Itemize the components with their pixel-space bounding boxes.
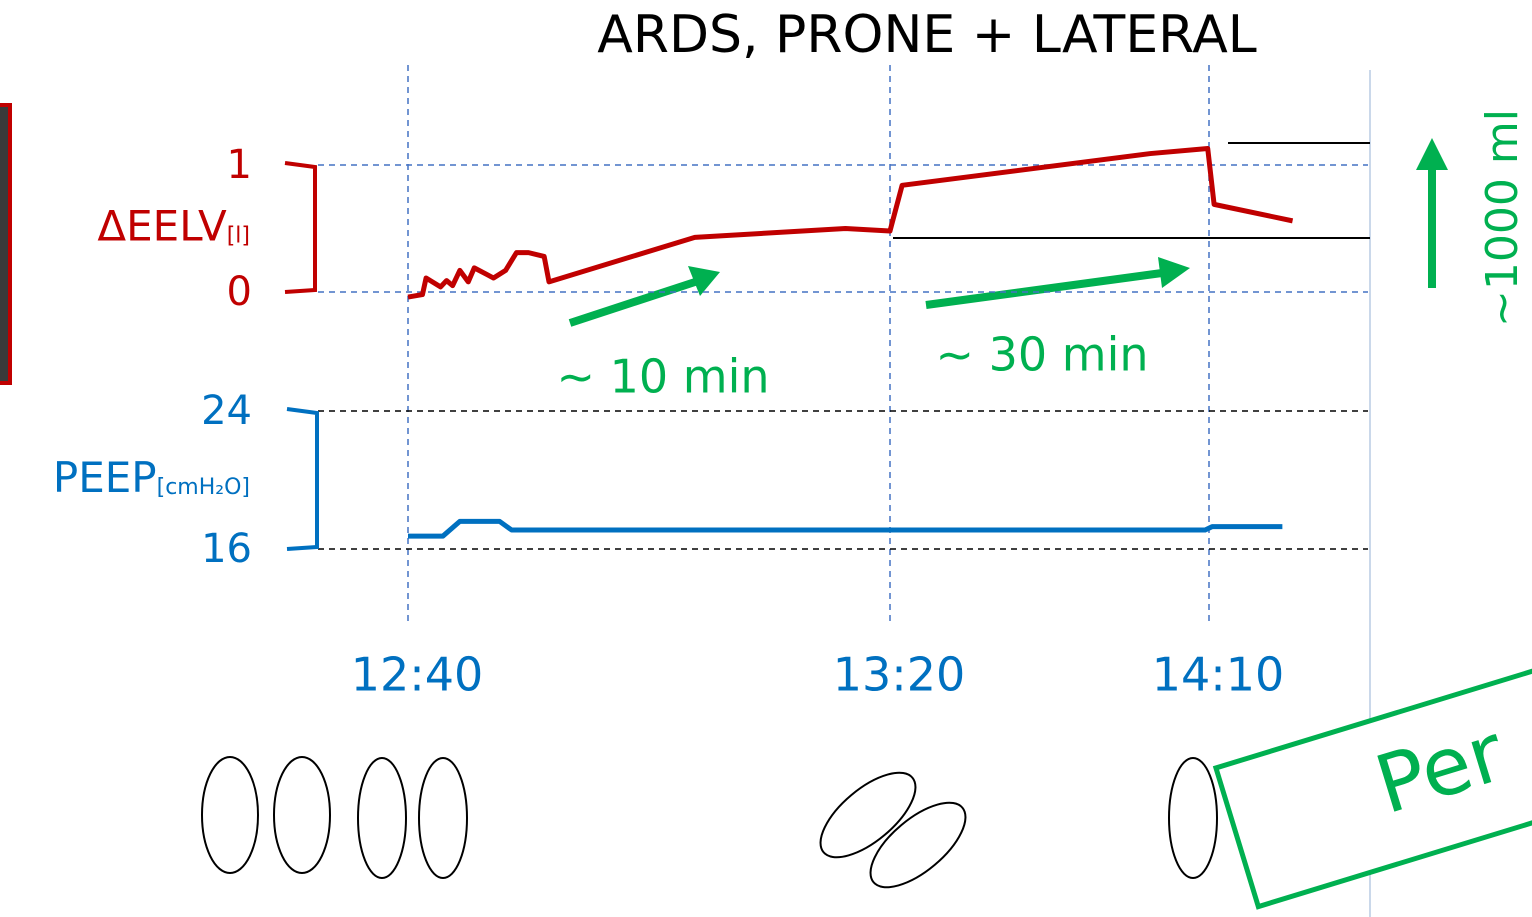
foot [358,758,406,878]
arrow [926,273,1162,305]
y-axis-label: ΔEELV[l] [97,201,250,250]
feet-icons [202,757,1217,902]
arrow-head [1416,138,1448,170]
y-tick-label: 24 [201,388,252,434]
bracket [287,409,317,549]
foot [807,758,929,872]
x-tick-label: 14:10 [1152,648,1285,702]
chart: ARDS, PRONE + LATERAL 12:4013:2014:1001Δ… [0,0,1532,917]
bracket [285,163,315,292]
y-axis-title: PEEP [53,453,157,502]
y-tick-label: 1 [227,142,252,188]
x-tick-label: 13:20 [833,648,966,702]
foot [419,758,467,878]
side-box [0,105,10,383]
annotation: ~ 30 min [935,328,1148,382]
y-tick-label: 0 [227,269,252,315]
foot [1169,758,1217,878]
foot [202,757,258,873]
foot [274,757,330,873]
y-axis-unit: [l] [227,224,250,249]
arrow-head [1158,257,1190,288]
data-line [408,521,1282,536]
arrow [570,282,695,323]
y-axis-label: PEEP[cmH₂O] [53,453,250,502]
arrows [570,138,1448,323]
page: {"chart_data": [ {"type": "line", "title… [0,0,1532,917]
chart-title: ARDS, PRONE + LATERAL [597,5,1257,65]
y-tick-label: 16 [201,526,252,572]
annotation: ~ 10 min [556,350,769,404]
y-axis-unit: [cmH₂O] [157,475,250,500]
annotation: ~1000 ml [1477,109,1528,327]
x-tick-label: 12:40 [351,648,484,702]
foot [857,788,979,902]
y-axis-title: ΔEELV [97,201,227,250]
